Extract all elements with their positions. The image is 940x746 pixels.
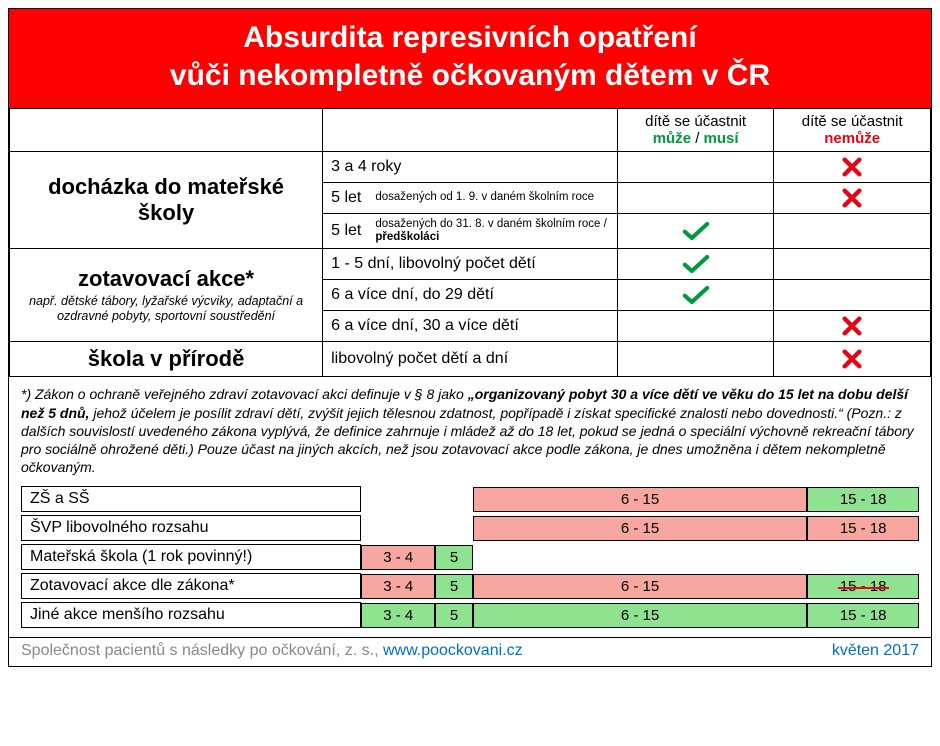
can-cell (617, 249, 774, 280)
category-cell: škola v přírodě (10, 342, 323, 377)
cross-icon (782, 348, 922, 370)
bar-segment: 6 - 15 (473, 516, 808, 541)
cant-cell (774, 152, 931, 183)
title-line2: vůči nekompletně očkovaným dětem v ČR (170, 59, 770, 92)
bar-label: ZŠ a SŠ (21, 486, 361, 512)
bar-row: ŠVP libovolného rozsahu6 - 1515 - 18 (21, 515, 919, 541)
footer-org: Společnost pacientů s následky po očková… (21, 642, 523, 660)
check-icon (626, 220, 766, 242)
bar-segment: 5 (435, 603, 472, 628)
can-cell (617, 152, 774, 183)
check-icon (626, 284, 766, 306)
table-row: škola v přírodělibovolný počet dětí a dn… (10, 342, 931, 377)
footer: Společnost pacientů s následky po očková… (9, 637, 931, 666)
cant-cell (774, 249, 931, 280)
bar-segment: 6 - 15 (473, 574, 808, 599)
footer-date: květen 2017 (832, 642, 919, 660)
cross-icon (782, 156, 922, 178)
bar-label: Jiné akce menšího rozsahu (21, 602, 361, 628)
bar-segment: 6 - 15 (473, 487, 808, 512)
subcategory-cell: 5 letdosažených od 1. 9. v daném školním… (323, 183, 618, 214)
bar-track: 3 - 45 (361, 544, 919, 570)
table-row: docházka do mateřské školy3 a 4 roky (10, 152, 931, 183)
subcategory-cell: 5 letdosažených do 31. 8. v daném školní… (323, 214, 618, 249)
bar-label: ŠVP libovolného rozsahu (21, 515, 361, 541)
bar-track: 6 - 1515 - 18 (361, 486, 919, 512)
subcategory-cell: libovolný počet dětí a dní (323, 342, 618, 377)
bar-segment: 3 - 4 (361, 603, 435, 628)
bar-row: ZŠ a SŠ6 - 1515 - 18 (21, 486, 919, 512)
bar-segment: 15 - 18 (807, 574, 919, 599)
subcategory-cell: 3 a 4 roky (323, 152, 618, 183)
bar-track: 3 - 456 - 1515 - 18 (361, 573, 919, 599)
subcategory-cell: 1 - 5 dní, libovolný počet dětí (323, 249, 618, 280)
bar-row: Mateřská škola (1 rok povinný!)3 - 45 (21, 544, 919, 570)
title-line1: Absurdita represivních opatření (243, 21, 696, 54)
cant-cell (774, 311, 931, 342)
page-title: Absurdita represivních opatření vůči nek… (9, 9, 931, 108)
category-cell: zotavovací akce*např. dětské tábory, lyž… (10, 249, 323, 342)
column-header-cant: dítě se účastnit nemůže (774, 109, 931, 152)
cross-icon (782, 187, 922, 209)
bar-segment: 15 - 18 (807, 516, 919, 541)
footnote: *) Zákon o ochraně veřejného zdraví zota… (9, 377, 931, 486)
table-row: zotavovací akce*např. dětské tábory, lyž… (10, 249, 931, 280)
bar-segment: 3 - 4 (361, 574, 435, 599)
cant-cell (774, 342, 931, 377)
bar-track: 6 - 1515 - 18 (361, 515, 919, 541)
footer-link[interactable]: www.poockovani.cz (383, 642, 523, 659)
column-header-can: dítě se účastnit může / musí (617, 109, 774, 152)
cant-cell (774, 183, 931, 214)
bar-segment: 6 - 15 (473, 603, 808, 628)
can-cell (617, 311, 774, 342)
bar-label: Zotavovací akce dle zákona* (21, 573, 361, 599)
subcategory-cell: 6 a více dní, 30 a více dětí (323, 311, 618, 342)
check-icon (626, 253, 766, 275)
category-cell: docházka do mateřské školy (10, 152, 323, 249)
can-cell (617, 342, 774, 377)
bar-label: Mateřská škola (1 rok povinný!) (21, 544, 361, 570)
bar-track: 3 - 456 - 1515 - 18 (361, 602, 919, 628)
age-bars: ZŠ a SŠ6 - 1515 - 18ŠVP libovolného rozs… (9, 486, 931, 637)
can-cell (617, 214, 774, 249)
bar-segment: 5 (435, 574, 472, 599)
bar-segment: 15 - 18 (807, 603, 919, 628)
cant-cell (774, 214, 931, 249)
bar-segment: 5 (435, 545, 472, 570)
bar-row: Zotavovací akce dle zákona*3 - 456 - 151… (21, 573, 919, 599)
cant-cell (774, 280, 931, 311)
cross-icon (782, 315, 922, 337)
bar-segment: 3 - 4 (361, 545, 435, 570)
subcategory-cell: 6 a více dní, do 29 dětí (323, 280, 618, 311)
page: Absurdita represivních opatření vůči nek… (8, 8, 932, 667)
bar-row: Jiné akce menšího rozsahu3 - 456 - 1515 … (21, 602, 919, 628)
bar-segment: 15 - 18 (807, 487, 919, 512)
main-table: dítě se účastnit může / musí dítě se úča… (9, 108, 931, 377)
can-cell (617, 183, 774, 214)
can-cell (617, 280, 774, 311)
